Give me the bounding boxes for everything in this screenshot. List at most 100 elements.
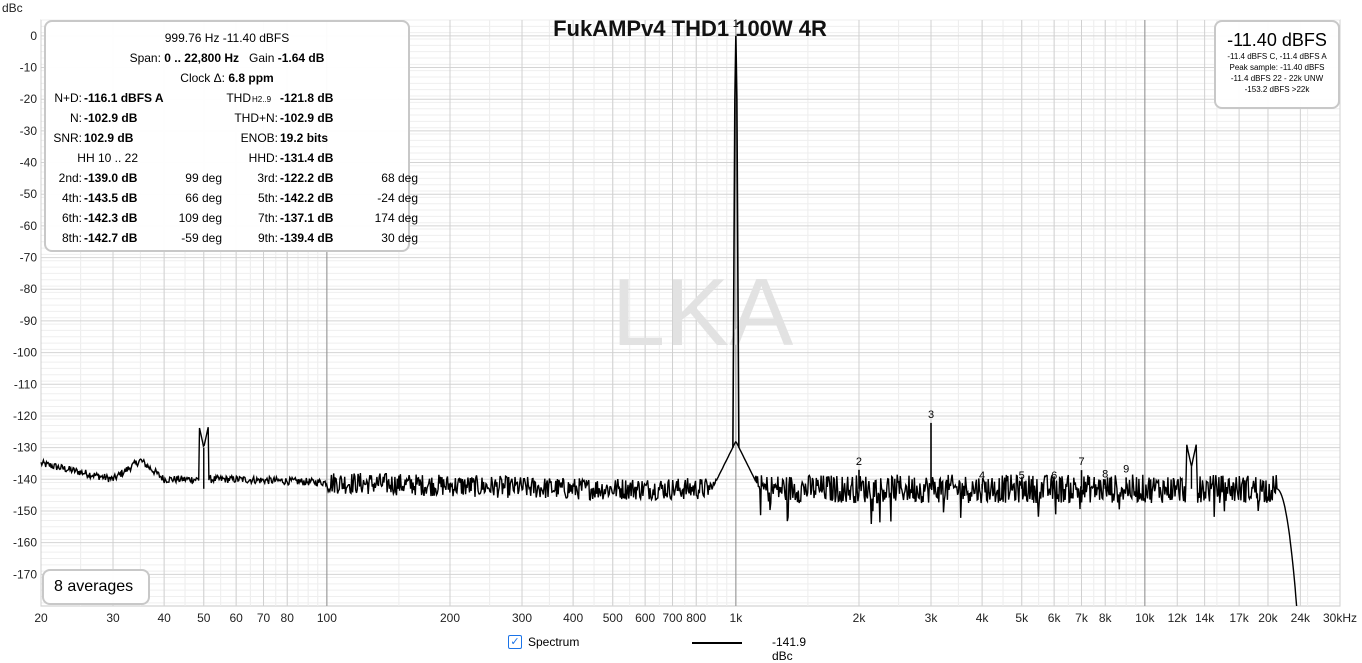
y-axis-label: dBc — [2, 1, 23, 15]
y-tick-label: -90 — [20, 314, 38, 328]
harmonic-label: 5 — [1019, 470, 1025, 482]
level-main: -11.40 dBFS — [1227, 30, 1327, 50]
harmonic-phase: 30 deg — [381, 231, 418, 245]
harmonic-label: 9th: — [257, 231, 278, 245]
fundamental-label: 1 — [733, 18, 739, 30]
y-tick-label: -10 — [20, 61, 38, 75]
gain-value: -1.64 dB — [277, 51, 325, 65]
y-tick-label: -60 — [20, 219, 38, 233]
fundamental-peak — [732, 35, 740, 448]
spectrum-checkbox[interactable]: ✓ — [508, 635, 522, 649]
harmonic-phase: 66 deg — [185, 191, 222, 205]
x-tick-label: 8k — [1099, 611, 1113, 625]
y-tick-label: -140 — [13, 472, 37, 486]
level-weighted: -11.4 dBFS C, -11.4 dBFS A — [1227, 52, 1327, 61]
y-tick-label: -110 — [14, 377, 37, 391]
nd-label: N+D: — [54, 91, 82, 105]
legend-spectrum-label: Spectrum — [528, 635, 580, 649]
x-tick-label: 10k — [1135, 611, 1155, 625]
y-tick-label: -80 — [20, 282, 38, 296]
harmonic-label: 8 — [1102, 468, 1108, 480]
x-tick-label: 700 — [662, 611, 682, 625]
snr-value: 102.9 dB — [84, 131, 134, 145]
n-label: N: — [70, 111, 82, 125]
x-tick-label: 600 — [635, 611, 655, 625]
harmonic-label: 5th: — [257, 191, 278, 205]
harmonic-phase: 68 deg — [381, 171, 418, 185]
stats-span-gain: Span: 0 .. 22,800 Hz Gain -1.64 dB — [46, 51, 408, 65]
x-tick-label: 70 — [257, 611, 271, 625]
clock-value: 6.8 ppm — [228, 71, 274, 85]
y-tick-label: -100 — [13, 346, 37, 360]
legend-value: -141.9 dBc — [772, 635, 807, 663]
thd-label: THD — [226, 91, 251, 105]
gain-label: Gain — [249, 51, 275, 65]
level-peak-sample: Peak sample: -11.40 dBFS — [1229, 63, 1325, 72]
enob-label: ENOB: — [240, 131, 278, 145]
harmonic-phase: -24 deg — [377, 191, 418, 205]
harmonic-phase: 109 deg — [178, 211, 222, 225]
x-tick-label: 12k — [1168, 611, 1188, 625]
harmonic-phase: -59 deg — [181, 231, 222, 245]
y-tick-label: -130 — [13, 441, 37, 455]
harmonic-value: -137.1 dB — [280, 211, 334, 225]
hh-label: HH 10 .. 22 — [77, 151, 138, 165]
clock-label: Clock Δ: — [180, 71, 225, 85]
harmonic-label: 4th: — [61, 191, 82, 205]
harmonic-value: -142.2 dB — [280, 191, 334, 205]
chart-title: FukAMPv4 THD1 100W 4R — [553, 16, 827, 41]
harmonic-label: 7th: — [257, 211, 278, 225]
x-tick-label: 800 — [686, 611, 706, 625]
harmonic-value: -139.4 dB — [280, 231, 334, 245]
thdn-label: THD+N: — [234, 111, 278, 125]
x-tick-label: 30 — [106, 611, 120, 625]
stats-frequency-level: 999.76 Hz -11.40 dBFS — [164, 31, 290, 45]
y-tick-label: -40 — [20, 156, 38, 170]
harmonic-value: -142.3 dB — [84, 211, 138, 225]
nd-value: -116.1 dBFS A — [84, 91, 164, 105]
x-tick-label: 3k — [925, 611, 939, 625]
harmonic-label: 9 — [1123, 463, 1129, 475]
stats-clock: Clock Δ: 6.8 ppm — [46, 71, 408, 85]
thdn-value: -102.9 dB — [280, 111, 334, 125]
x-tick-label: 17k — [1229, 611, 1249, 625]
x-tick-label: 6k — [1048, 611, 1062, 625]
harmonic-phase: 174 deg — [374, 211, 418, 225]
harmonic-value: -142.7 dB — [84, 231, 138, 245]
hhd-label: HHD: — [248, 151, 278, 165]
thd-subscript: H2..9 — [252, 95, 272, 104]
x-tick-label: 20k — [1258, 611, 1278, 625]
harmonic-label: 7 — [1078, 456, 1084, 468]
hhd-value: -131.4 dB — [280, 151, 334, 165]
x-tick-label: 400 — [563, 611, 583, 625]
level-above-22k: -153.2 dBFS >22k — [1244, 85, 1310, 94]
x-tick-label: 4k — [976, 611, 990, 625]
thd-value: -121.8 dB — [280, 91, 334, 105]
x-tick-label: 5k — [1015, 611, 1029, 625]
harmonic-label: 2 — [856, 456, 862, 468]
y-tick-label: -50 — [20, 187, 38, 201]
x-tick-label: 40 — [157, 611, 171, 625]
y-tick-label: -160 — [13, 536, 37, 550]
y-tick-label: -30 — [20, 124, 38, 138]
harmonic-label: 8th: — [61, 231, 82, 245]
harmonic-value: -143.5 dB — [84, 191, 138, 205]
y-tick-label: 0 — [30, 29, 37, 43]
harmonic-label: 6th: — [61, 211, 82, 225]
y-tick-label: -20 — [20, 92, 38, 106]
span-label: Span: — [129, 51, 161, 65]
harmonic-label: 6 — [1051, 470, 1057, 482]
y-tick-label: -170 — [13, 567, 37, 581]
harmonic-value: -122.2 dB — [280, 171, 334, 185]
x-tick-label: 200 — [440, 611, 460, 625]
spectrum-trace — [40, 427, 1298, 607]
stats-panel: 999.76 Hz -11.40 dBFS Span: 0 .. 22,800 … — [44, 20, 418, 252]
x-tick-label: 60 — [229, 611, 243, 625]
level-unweighted: -11.4 dBFS 22 - 22k UNW — [1230, 74, 1324, 83]
harmonic-label: 3rd: — [257, 171, 278, 185]
x-tick-label: 30kHz — [1323, 611, 1357, 625]
x-tick-label: 7k — [1075, 611, 1089, 625]
snr-label: SNR: — [53, 131, 82, 145]
averages-box: 8 averages — [42, 569, 150, 605]
